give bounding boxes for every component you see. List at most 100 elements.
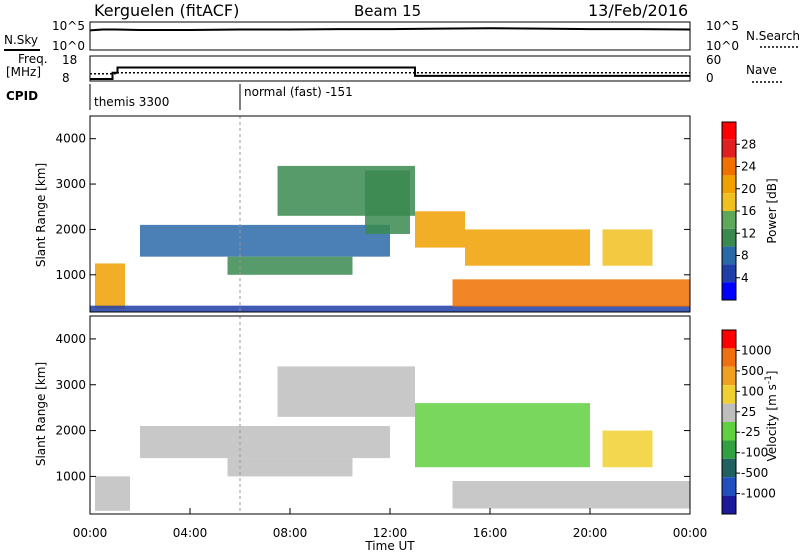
velocity-band-4: [452, 481, 690, 509]
xtick-label-6: 00:00: [673, 526, 708, 540]
velocity-ylabel: Slant Range [km]: [34, 362, 48, 466]
velocity-ytick-label-0: 4000: [55, 332, 86, 346]
velocity-cbar-tick-label-6: -500: [741, 466, 768, 480]
velocity-ytick-label-2: 2000: [55, 424, 86, 438]
x-axis-label: Time UT: [364, 539, 415, 553]
velocity-cbar-tick-label-0: 1000: [741, 343, 772, 357]
power-cbar-tick-label-4: 12: [741, 226, 756, 240]
nave-series-line: [90, 71, 690, 75]
velocity-band-5: [602, 430, 653, 468]
frequency-left-tick-bottom: 8: [62, 71, 70, 85]
power-frame: [89, 115, 691, 313]
velocity-cbar-tick-label-2: 100: [741, 384, 764, 398]
power-cbar-swatch-6: [722, 228, 736, 247]
power-band-5: [415, 211, 465, 248]
velocity-band-2: [227, 458, 353, 477]
velocity-ytick-label-1: 3000: [55, 378, 86, 392]
cpid-segment-1: themis 3300: [94, 95, 169, 109]
power-cbar-tick-label-6: 4: [741, 271, 749, 285]
velocity-cbar-swatch-2: [722, 366, 736, 386]
velocity-cbar-swatch-6: [722, 440, 736, 459]
velocity-cbar-tick-label-7: -1000: [741, 487, 776, 501]
velocity-cbar-swatch-3: [722, 385, 736, 404]
frequency-unit-label: [MHz]: [6, 65, 41, 79]
velocity-band-0: [95, 476, 130, 511]
power-cbar-swatch-0: [722, 122, 736, 140]
power-ytick-label-3: 1000: [55, 268, 86, 282]
velocity-cbar-tick-label-3: 25: [741, 405, 756, 419]
noise-right-tick-bottom: 10^0: [706, 39, 739, 53]
velocity-ytick-label-3: 1000: [55, 469, 86, 483]
velocity-panel: Slant Range [km] 4000 3000 2000 1000 00:00 0…: [34, 315, 779, 553]
noise-right-label: N.Search: [746, 29, 800, 43]
power-cbar-tick-label-1: 24: [741, 160, 756, 174]
power-ytick-label-2: 2000: [55, 222, 86, 236]
velocity-cbar-tick-label-4: -25: [741, 425, 761, 439]
power-band-2: [140, 224, 390, 257]
power-cbar-swatch-7: [722, 246, 736, 265]
frequency-frame: [89, 55, 691, 82]
power-band-7: [452, 279, 690, 307]
power-colorbar: 28 24 20 16 12 8 4: [721, 121, 756, 301]
power-band-0: [95, 263, 125, 309]
power-cbar-tick-label-3: 16: [741, 204, 756, 218]
frequency-left-tick-top: 18: [62, 53, 77, 67]
velocity-cbar-swatch-7: [722, 458, 736, 478]
power-cbar-swatch-9: [722, 282, 736, 300]
cpid-panel: CPID themis 3300 normal (fast) -151: [6, 84, 353, 110]
velocity-cbar-swatch-0: [722, 330, 736, 349]
cpid-label: CPID: [6, 89, 38, 103]
frequency-right-tick-top: 60: [706, 53, 721, 67]
power-cbar-tick-label-5: 8: [741, 249, 749, 263]
velocity-cbar-swatch-4: [722, 403, 736, 422]
noise-left-tick-top: 10^5: [52, 19, 85, 33]
velocity-band-1: [140, 426, 390, 459]
power-cbar-swatch-4: [722, 193, 736, 211]
noise-frame: [89, 21, 691, 51]
frequency-series-line: [90, 66, 690, 80]
power-cbar-swatch-1: [722, 139, 736, 158]
frequency-panel: Freq. [MHz] 18 8 60 0 Nave: [6, 52, 782, 85]
cpid-segment-2: normal (fast) -151: [244, 85, 353, 99]
power-cbar-swatch-8: [722, 264, 736, 283]
power-band-6: [465, 229, 590, 266]
noise-left-tick-bottom: 10^0: [52, 39, 85, 53]
velocity-band-3: [415, 403, 590, 468]
power-cbar-swatch-5: [722, 211, 736, 229]
xtick-label-0: 00:00: [73, 526, 108, 540]
power-yticks: 4000 3000 2000 1000: [55, 132, 690, 282]
velocity-xticks: 00:00 04:00 08:00 12:00 16:00 20:00 00:00: [73, 508, 708, 540]
xtick-label-1: 04:00: [173, 526, 208, 540]
noise-series-line: [89, 27, 691, 32]
station-title: Kerguelen (fitACF): [94, 1, 239, 20]
power-colorbar-label: Power [dB]: [765, 178, 779, 243]
power-cbar-tick-label-0: 28: [741, 137, 756, 151]
power-bands: [90, 165, 690, 312]
velocity-cbar-swatch-9: [722, 495, 736, 514]
xtick-label-5: 20:00: [573, 526, 608, 540]
power-ytick-label-0: 4000: [55, 132, 86, 146]
velocity-cbar-tick-label-1: 500: [741, 364, 764, 378]
xtick-label-4: 16:00: [473, 526, 508, 540]
noise-panel: N.Sky 10^5 10^0 10^5 10^0 N.Search: [4, 19, 800, 53]
velocity-colorbar-label: Velocity [m s-1]: [764, 371, 779, 462]
power-cbar-tick-label-2: 20: [741, 182, 756, 196]
beam-title: Beam 15: [354, 2, 421, 20]
noise-left-label: N.Sky: [4, 33, 38, 47]
nave-label: Nave: [746, 63, 777, 77]
power-band-9: [277, 165, 415, 216]
frequency-right-tick-bottom: 0: [706, 71, 714, 85]
power-ylabel: Slant Range [km]: [34, 163, 48, 267]
velocity-bands: [95, 366, 690, 511]
power-band-3: [227, 256, 353, 275]
power-ytick-label-1: 3000: [55, 177, 86, 191]
velocity-cbar-swatch-5: [722, 422, 736, 441]
power-cbar-swatch-2: [722, 157, 736, 176]
velocity-band-6: [277, 366, 415, 417]
power-band-1: [90, 305, 690, 312]
velocity-yticks: 4000 3000 2000 1000: [55, 332, 690, 483]
velocity-colorbar: 1000 500 100 25 -25 -100 -500 -1000: [721, 329, 776, 515]
noise-right-tick-top: 10^5: [706, 19, 739, 33]
velocity-cbar-swatch-1: [722, 348, 736, 367]
